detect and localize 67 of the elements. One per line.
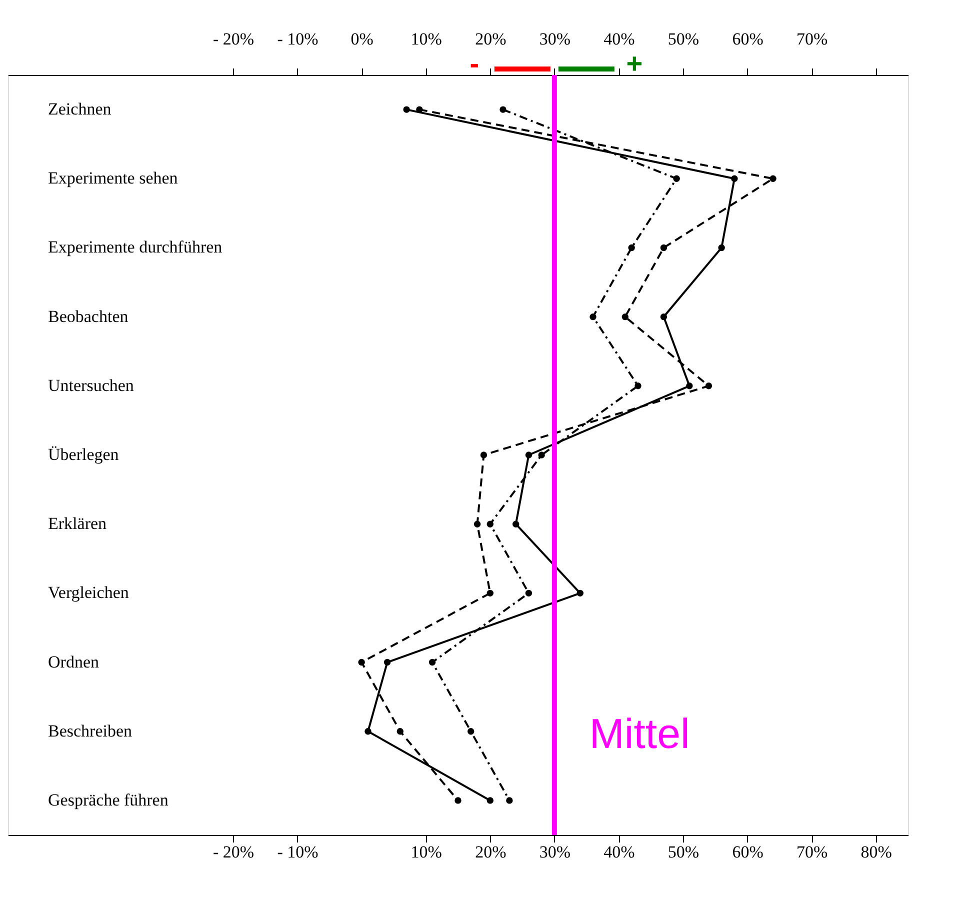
point [468, 728, 474, 735]
y-tick-label: Beobachten [48, 306, 129, 326]
point [628, 244, 635, 252]
x-tick-label: 60% [732, 842, 764, 862]
point [770, 175, 776, 182]
x-tick-label: 70% [796, 842, 828, 862]
point [660, 244, 668, 252]
point [525, 590, 532, 597]
point [500, 106, 506, 113]
y-tick-label: Erklären [48, 514, 108, 534]
point [705, 382, 712, 390]
point [512, 520, 520, 528]
x2-tick-label: - 10% [277, 30, 318, 48]
point [416, 106, 423, 113]
x-tick-label: 80% [860, 842, 892, 862]
x-tick-label: 10% [410, 842, 442, 862]
y-tick-label: Beschreiben [48, 721, 133, 740]
x-tick-label: 20% [475, 842, 506, 862]
point [486, 590, 494, 597]
x-tick-label: - 10% [277, 842, 318, 862]
ref-line-label: Mittel [589, 710, 690, 757]
point [486, 520, 494, 528]
x-tick-label: 50% [668, 842, 700, 862]
x2-tick-label: 30% [539, 30, 571, 48]
point [660, 313, 668, 320]
point [474, 520, 481, 528]
point [358, 658, 365, 666]
x-tick-label: 40% [604, 842, 635, 862]
y-tick-label: Zeichnen [48, 100, 112, 119]
y-tick-label: Experimente durchführen [48, 238, 223, 257]
point [634, 382, 642, 390]
y-tick-label: Untersuchen [48, 376, 134, 395]
annotation: + [626, 48, 643, 79]
point [673, 175, 680, 182]
point [384, 658, 391, 666]
y-tick-label: Experimente sehen [48, 168, 178, 188]
point [454, 797, 462, 804]
x-tick-label: - 20% [212, 842, 254, 862]
point [480, 452, 488, 458]
x2-tick-label: - 20% [212, 30, 254, 48]
point [718, 244, 725, 252]
x2-tick-label: 0% [350, 30, 374, 48]
point [731, 175, 738, 182]
x2-tick-label: 10% [410, 30, 442, 48]
point [622, 313, 628, 320]
y-tick-label: Überlegen [48, 445, 120, 464]
x-tick-label: 30% [539, 842, 571, 862]
point [576, 590, 584, 597]
x2-tick-label: 70% [796, 30, 828, 48]
annotation: - [470, 48, 480, 79]
y-tick-label: Gespräche führen [48, 790, 169, 810]
point [364, 728, 372, 735]
point [590, 313, 596, 320]
point [428, 658, 436, 666]
y-tick-label: Vergleichen [48, 583, 130, 602]
x2-tick-label: 50% [668, 30, 700, 48]
point [686, 382, 693, 390]
point [486, 797, 494, 804]
y-tick-label: Ordnen [48, 652, 100, 672]
point [525, 452, 532, 458]
x2-tick-label: 60% [732, 30, 764, 48]
point [396, 728, 404, 735]
point [538, 452, 545, 458]
point [403, 106, 410, 113]
x2-tick-label: 40% [604, 30, 635, 48]
x2-tick-label: 20% [475, 30, 506, 48]
point [506, 797, 513, 804]
